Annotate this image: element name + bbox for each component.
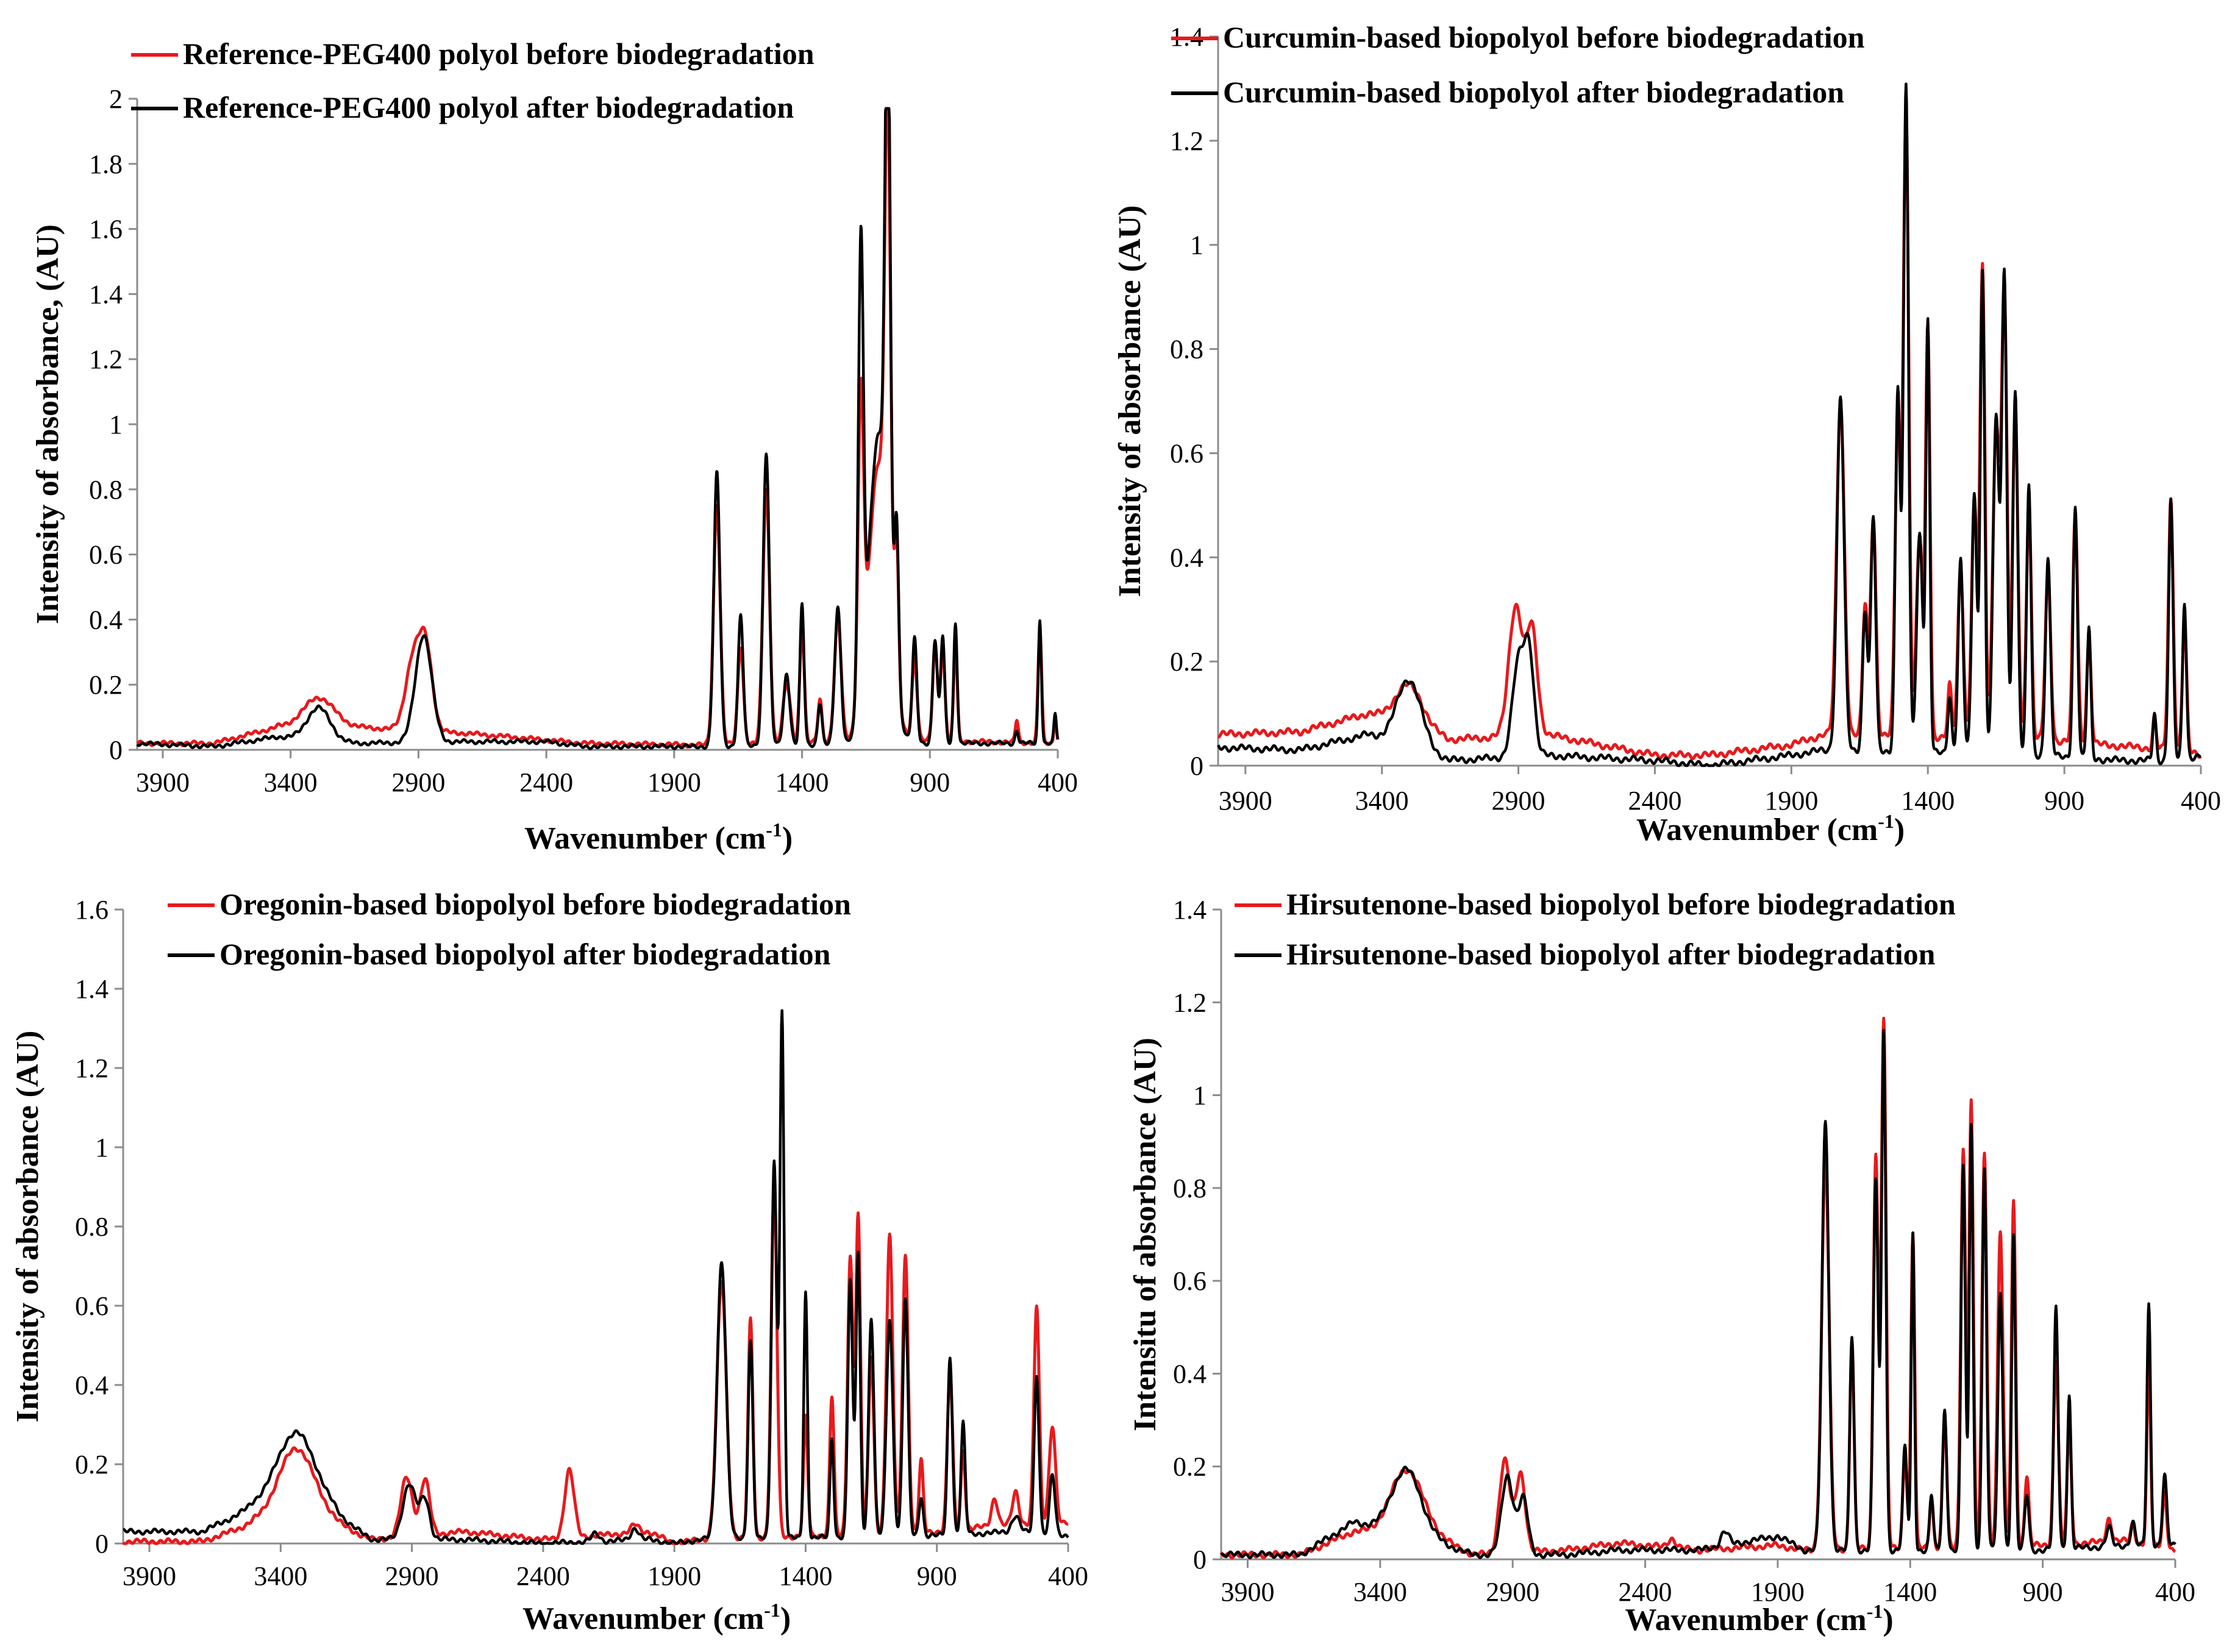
x-axis-title: Wavenumber (cm-1) xyxy=(522,1599,791,1636)
y-tick-label: 1.2 xyxy=(75,1053,109,1083)
x-tick-label: 2900 xyxy=(391,767,445,797)
y-tick-label: 0.6 xyxy=(75,1291,109,1321)
y-tick-label: 0.2 xyxy=(89,670,123,700)
y-tick-label: 0.4 xyxy=(1170,543,1203,572)
y-tick-label: 0 xyxy=(109,735,123,765)
y-tick-label: 1.8 xyxy=(89,149,123,179)
x-tick-label: 400 xyxy=(1038,767,1078,797)
legend-label-before: Oregonin-based biopolyol before biodegra… xyxy=(219,887,851,921)
x-tick-label: 1900 xyxy=(647,1561,701,1591)
y-tick-label: 0.6 xyxy=(1170,438,1203,468)
series-line-after xyxy=(1220,1028,2176,1559)
series-line-before xyxy=(1217,109,2202,761)
y-tick-label: 0.8 xyxy=(75,1212,109,1242)
y-tick-label: 1.2 xyxy=(89,344,123,374)
series-line-after xyxy=(1217,82,2202,767)
y-tick-label: 1.4 xyxy=(75,974,109,1004)
y-tick-label: 1.6 xyxy=(89,215,123,244)
y-tick-label: 0.8 xyxy=(1173,1173,1207,1203)
y-axis-title: Intensity of absorbance (AU) xyxy=(1113,205,1147,597)
y-tick-label: 0.4 xyxy=(75,1370,109,1400)
x-tick-label: 1900 xyxy=(647,767,701,797)
y-axis-title: Intensity of absorbance, (AU) xyxy=(30,224,65,624)
x-tick-label: 400 xyxy=(2155,1577,2195,1607)
x-tick-label: 400 xyxy=(1048,1561,1088,1591)
x-tick-label: 3400 xyxy=(254,1561,307,1591)
x-tick-label: 1400 xyxy=(1883,1577,1937,1607)
x-tick-label: 2400 xyxy=(519,767,573,797)
x-tick-label: 2900 xyxy=(1492,786,1545,816)
series-line-after xyxy=(136,107,1060,750)
legend-label-before: Hirsutenone-based biopolyol before biode… xyxy=(1286,887,1956,921)
series-line-before xyxy=(121,1185,1069,1545)
y-tick-label: 0.2 xyxy=(1173,1452,1207,1482)
x-tick-label: 2900 xyxy=(385,1561,439,1591)
x-tick-label: 3900 xyxy=(1221,1577,1274,1607)
y-tick-label: 0 xyxy=(1190,751,1203,781)
y-tick-label: 0 xyxy=(1193,1545,1207,1575)
x-tick-label: 3900 xyxy=(136,767,190,797)
y-axis-title: Intensity of absorbance (AU) xyxy=(10,1031,45,1423)
y-tick-label: 0.4 xyxy=(89,605,123,635)
y-tick-label: 1.4 xyxy=(89,279,123,309)
y-tick-label: 1 xyxy=(95,1133,109,1162)
series-line-before xyxy=(136,107,1060,749)
x-axis-title: Wavenumber (cm-1) xyxy=(1625,1600,1894,1637)
legend-label-after: Oregonin-based biopolyol after biodegrad… xyxy=(219,937,831,971)
series-line-after xyxy=(122,1009,1069,1545)
y-tick-label: 1 xyxy=(1190,230,1203,260)
panel-peg400: Intensity of absorbance, (AU) Wavenumber… xyxy=(30,37,1078,856)
x-tick-label: 900 xyxy=(910,767,950,797)
panel-oregonin: Intensity of absorbance (AU) Wavenumber … xyxy=(10,887,1088,1636)
legend-label-after: Reference-PEG400 polyol after biodegrada… xyxy=(183,90,794,124)
x-tick-label: 900 xyxy=(2023,1577,2063,1607)
x-tick-label: 1900 xyxy=(1751,1577,1805,1607)
y-axis-title: Intensitu of absorbance (AU) xyxy=(1128,1038,1163,1431)
y-tick-label: 2 xyxy=(109,84,123,114)
panel-hirsutenone: Intensitu of absorbance (AU) Wavenumber … xyxy=(1128,887,2195,1637)
y-tick-label: 0.6 xyxy=(1173,1266,1207,1296)
y-tick-label: 0.8 xyxy=(1170,335,1203,365)
y-tick-label: 0 xyxy=(95,1529,109,1559)
x-tick-label: 1400 xyxy=(779,1561,832,1591)
y-tick-label: 1.6 xyxy=(75,895,109,925)
x-tick-label: 900 xyxy=(2044,786,2084,816)
y-tick-label: 1 xyxy=(109,410,123,440)
legend-label-before: Reference-PEG400 polyol before biodegrad… xyxy=(183,37,815,71)
x-tick-label: 1900 xyxy=(1764,786,1818,816)
series-line-before xyxy=(1220,1016,2176,1560)
panel-curcumin: Intensity of absorbance (AU) Wavenumber … xyxy=(1113,20,2221,847)
x-tick-label: 1400 xyxy=(1901,786,1955,816)
y-tick-label: 1 xyxy=(1193,1081,1207,1111)
x-tick-label: 1400 xyxy=(775,767,829,797)
y-tick-label: 0.6 xyxy=(89,540,123,570)
x-tick-label: 2400 xyxy=(1628,786,1681,816)
legend-label-after: Curcumin-based biopolyol after biodegrad… xyxy=(1223,75,1844,109)
x-tick-label: 2400 xyxy=(516,1561,570,1591)
y-tick-label: 1.2 xyxy=(1173,988,1207,1017)
y-tick-label: 0.8 xyxy=(89,475,123,505)
x-tick-label: 3400 xyxy=(264,767,318,797)
legend-label-after: Hirsutenone-based biopolyol after biodeg… xyxy=(1286,937,1936,971)
x-axis-title: Wavenumber (cm-1) xyxy=(524,819,793,856)
x-tick-label: 2900 xyxy=(1486,1577,1539,1607)
y-tick-label: 0.2 xyxy=(75,1450,109,1479)
y-tick-label: 1.4 xyxy=(1173,895,1207,925)
x-tick-label: 3400 xyxy=(1355,786,1409,816)
x-axis-title: Wavenumber (cm-1) xyxy=(1636,810,1905,847)
y-tick-label: 0.4 xyxy=(1173,1359,1207,1389)
x-tick-label: 3900 xyxy=(123,1561,176,1591)
x-tick-label: 2400 xyxy=(1619,1577,1672,1607)
x-tick-label: 400 xyxy=(2181,786,2221,816)
x-tick-label: 3900 xyxy=(1219,786,1272,816)
legend-label-before: Curcumin-based biopolyol before biodegra… xyxy=(1223,20,1865,54)
x-tick-label: 900 xyxy=(917,1561,957,1591)
x-tick-label: 3400 xyxy=(1353,1577,1407,1607)
y-tick-label: 1.2 xyxy=(1170,126,1203,156)
y-tick-label: 0.2 xyxy=(1170,647,1203,677)
